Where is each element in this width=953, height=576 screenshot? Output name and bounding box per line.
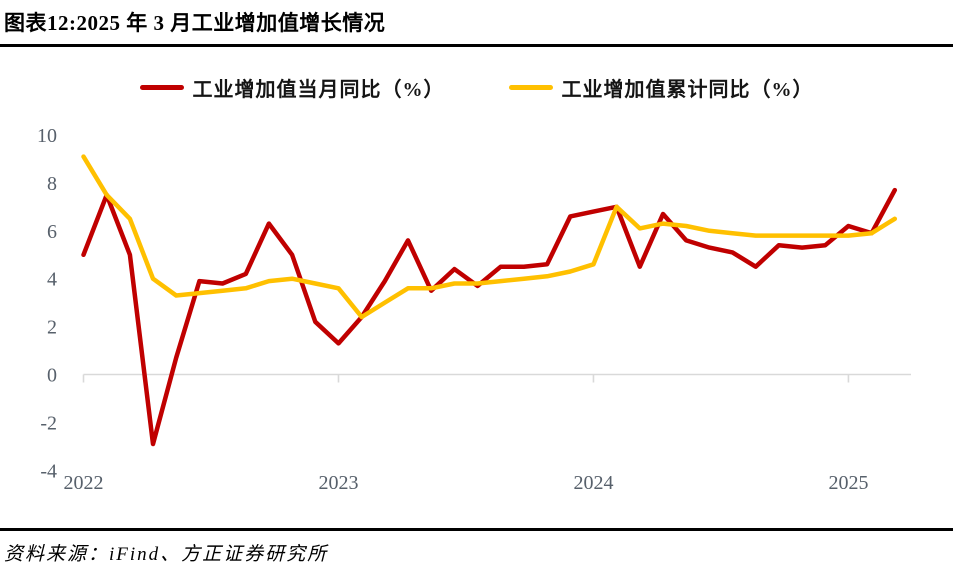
y-axis-label: -2 — [40, 412, 57, 434]
legend-swatch-monthly-line — [139, 85, 184, 90]
y-axis-label: -4 — [40, 460, 57, 482]
y-axis-label: 8 — [47, 173, 57, 195]
y-axis-label: 4 — [47, 269, 57, 291]
x-axis-label: 2024 — [573, 472, 613, 494]
x-axis-label: 2023 — [318, 472, 358, 494]
legend-item-cumulative-yoy: 工业增加值累计同比（%） — [508, 73, 814, 102]
series-line-monthly-yoy — [81, 187, 898, 447]
figure-title: 图表12:2025 年 3 月工业增加值增长情况 — [4, 11, 386, 35]
x-axis-label: 2022 — [64, 472, 104, 494]
y-axis-label: 0 — [47, 365, 57, 387]
legend-item-monthly-yoy: 工业增加值当月同比（%） — [139, 73, 445, 102]
chart-legend: 工业增加值当月同比（%） 工业增加值累计同比（%） — [0, 73, 953, 102]
y-axis-label: 10 — [37, 125, 57, 147]
legend-label-cumulative-yoy: 工业增加值累计同比（%） — [561, 79, 814, 101]
y-axis-label: 6 — [47, 221, 57, 243]
x-axis-label: 2025 — [828, 472, 868, 494]
footer-divider — [0, 528, 953, 531]
source-note: 资料来源：iFind、方正证券研究所 — [4, 544, 329, 565]
legend-swatch-cumulative-line — [508, 85, 553, 90]
series-line-cumulative-yoy — [81, 154, 898, 320]
legend-label-monthly-yoy: 工业增加值当月同比（%） — [192, 79, 445, 101]
title-divider — [0, 44, 953, 47]
y-axis-label: 2 — [47, 317, 57, 339]
